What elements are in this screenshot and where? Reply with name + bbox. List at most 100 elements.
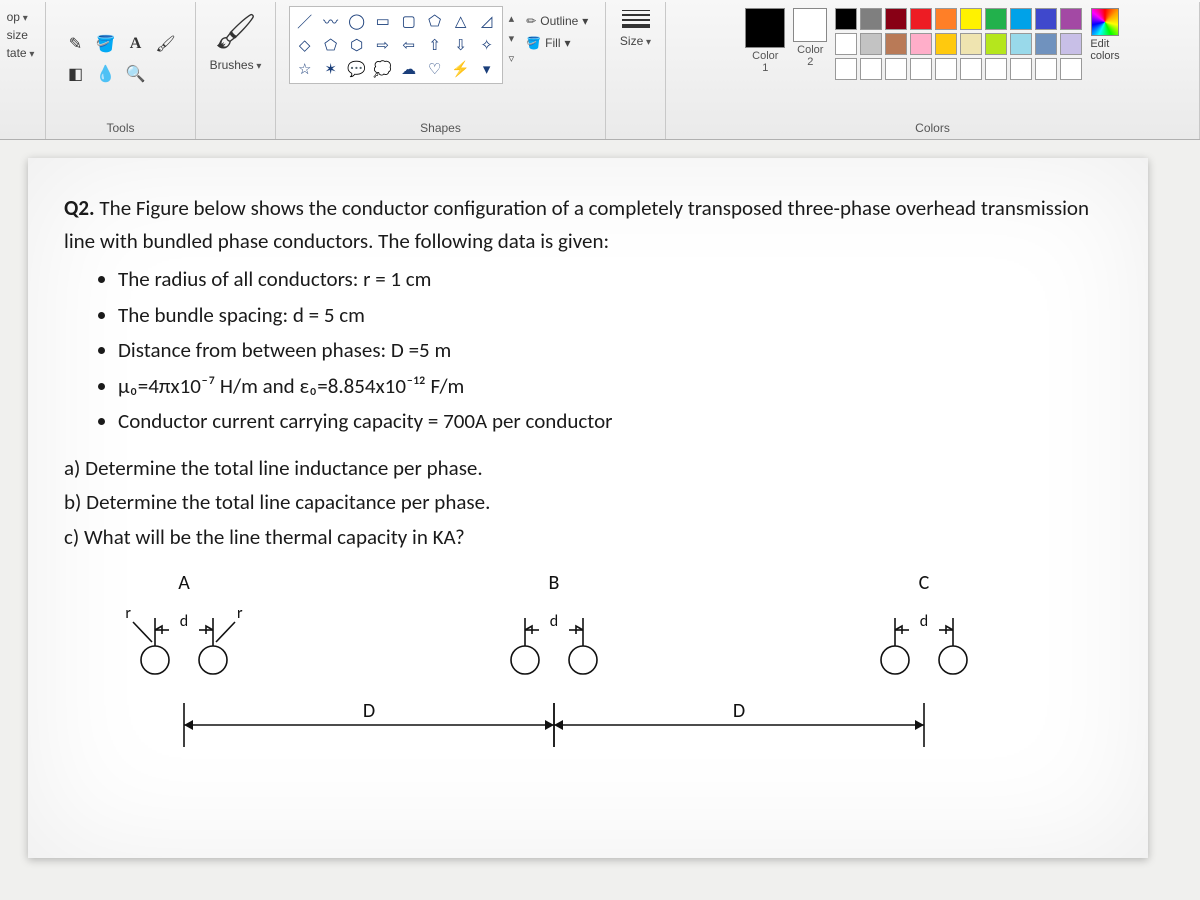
color-picker-tool[interactable]: 💧: [92, 60, 120, 88]
shapes-gallery[interactable]: ／ 〰 ◯ ▭ ▢ ⬠ △ ◿ ◇ ⬠ ⬡ ⇨ ⇦ ⇧ ⇩ ✧ ☆ ✶ 💬 💭: [289, 6, 503, 84]
document-page: Q2. The Figure below shows the conductor…: [28, 158, 1148, 858]
tools-group-label: Tools: [46, 121, 195, 135]
brushes-label[interactable]: Brushes: [210, 58, 262, 72]
shape-callout-cloud[interactable]: ☁: [397, 58, 421, 80]
question-text: The Figure below shows the conductor con…: [64, 195, 1089, 254]
palette-swatch-2[interactable]: [885, 8, 907, 30]
palette-swatch-3[interactable]: [910, 8, 932, 30]
crop-label[interactable]: op: [7, 10, 28, 24]
palette-swatch-18[interactable]: [1035, 33, 1057, 55]
color2-well[interactable]: Color 2: [793, 8, 827, 68]
part-c: c) What will be the line thermal capacit…: [64, 521, 1112, 554]
bullet-3: μ₀=4πx10⁻⁷ H/m and ε₀=8.854x10⁻¹² F/m: [118, 370, 1112, 403]
shape-curve[interactable]: 〰: [319, 10, 343, 32]
color2-swatch[interactable]: [793, 8, 827, 42]
palette-swatch-22[interactable]: [885, 58, 907, 80]
shape-polygon[interactable]: ⬠: [423, 10, 447, 32]
size-button[interactable]: [622, 10, 650, 28]
shape-arrow-left[interactable]: ⇦: [397, 34, 421, 56]
shape-oval[interactable]: ◯: [345, 10, 369, 32]
shape-5star[interactable]: ☆: [293, 58, 317, 80]
palette-swatch-0[interactable]: [835, 8, 857, 30]
palette-swatch-23[interactable]: [910, 58, 932, 80]
palette-swatch-6[interactable]: [985, 8, 1007, 30]
question-number: Q2.: [64, 195, 95, 221]
palette-swatch-19[interactable]: [1060, 33, 1082, 55]
palette-swatch-17[interactable]: [1010, 33, 1032, 55]
eraser-tool[interactable]: ◧: [62, 60, 90, 88]
shape-6star[interactable]: ✶: [319, 58, 343, 80]
svg-text:r: r: [237, 604, 243, 623]
colors-group: Color 1 Color 2 Edit colors Colors: [666, 2, 1200, 139]
color1-well[interactable]: Color 1: [745, 8, 785, 74]
palette-swatch-28[interactable]: [1035, 58, 1057, 80]
shape-outline-menu[interactable]: ✏Outline▾: [526, 14, 588, 28]
bullet-1: The bundle spacing: d = 5 cm: [118, 299, 1112, 332]
shape-hexagon[interactable]: ⬡: [345, 34, 369, 56]
shape-fill-menu[interactable]: 🪣Fill▾: [526, 36, 588, 50]
shape-heart[interactable]: ♡: [423, 58, 447, 80]
palette-swatch-20[interactable]: [835, 58, 857, 80]
palette-swatch-15[interactable]: [960, 33, 982, 55]
palette-swatch-25[interactable]: [960, 58, 982, 80]
canvas-area[interactable]: Q2. The Figure below shows the conductor…: [0, 140, 1200, 900]
svg-text:d: d: [920, 612, 928, 631]
shape-round-rect[interactable]: ▢: [397, 10, 421, 32]
palette-swatch-9[interactable]: [1060, 8, 1082, 30]
shape-callout-rect[interactable]: 💬: [345, 58, 369, 80]
palette-swatch-13[interactable]: [910, 33, 932, 55]
shapes-more[interactable]: ▾: [475, 58, 499, 80]
shape-rect[interactable]: ▭: [371, 10, 395, 32]
brushes-group: 🖌 Brushes: [196, 2, 276, 139]
pencil-tool[interactable]: ✎: [62, 30, 90, 58]
shape-callout-round[interactable]: 💭: [371, 58, 395, 80]
shape-arrow-right[interactable]: ⇨: [371, 34, 395, 56]
palette-swatch-7[interactable]: [1010, 8, 1032, 30]
color1-swatch[interactable]: [745, 8, 785, 48]
palette-swatch-11[interactable]: [860, 33, 882, 55]
svg-text:d: d: [550, 612, 558, 631]
resize-label[interactable]: size: [7, 28, 28, 42]
shapes-scroll-down[interactable]: ▾: [509, 28, 515, 48]
shapes-group: ／ 〰 ◯ ▭ ▢ ⬠ △ ◿ ◇ ⬠ ⬡ ⇨ ⇦ ⇧ ⇩ ✧ ☆ ✶ 💬 💭: [276, 2, 606, 139]
shape-arrow-down[interactable]: ⇩: [449, 34, 473, 56]
conductor-diagram: AdrrBdCd DD: [64, 565, 1112, 775]
shape-triangle[interactable]: △: [449, 10, 473, 32]
shape-4star[interactable]: ✧: [475, 34, 499, 56]
outline-icon: ✏: [526, 14, 536, 28]
palette-swatch-24[interactable]: [935, 58, 957, 80]
shapes-scroll-up[interactable]: ▴: [509, 8, 515, 28]
palette-swatch-16[interactable]: [985, 33, 1007, 55]
palette-swatch-1[interactable]: [860, 8, 882, 30]
palette-swatch-27[interactable]: [1010, 58, 1032, 80]
bullet-0: The radius of all conductors: r = 1 cm: [118, 263, 1112, 296]
magnifier-tool[interactable]: 🔍: [122, 60, 150, 88]
palette-swatch-26[interactable]: [985, 58, 1007, 80]
rotate-label[interactable]: tate: [7, 46, 35, 60]
shape-right-triangle[interactable]: ◿: [475, 10, 499, 32]
palette-swatch-21[interactable]: [860, 58, 882, 80]
palette-swatch-5[interactable]: [960, 8, 982, 30]
shape-lightning[interactable]: ⚡: [449, 58, 473, 80]
color-palette: [835, 8, 1082, 80]
edit-colors-icon: [1091, 8, 1119, 36]
edit-colors-button[interactable]: Edit colors: [1090, 8, 1119, 62]
shape-diamond[interactable]: ◇: [293, 34, 317, 56]
palette-swatch-10[interactable]: [835, 33, 857, 55]
shape-arrow-up[interactable]: ⇧: [423, 34, 447, 56]
size-label[interactable]: Size: [620, 34, 651, 48]
shape-pentagon[interactable]: ⬠: [319, 34, 343, 56]
brushes-button[interactable]: 🖌: [212, 8, 260, 56]
palette-swatch-12[interactable]: [885, 33, 907, 55]
svg-text:B: B: [549, 571, 560, 595]
palette-swatch-29[interactable]: [1060, 58, 1082, 80]
palette-swatch-4[interactable]: [935, 8, 957, 30]
text-tool[interactable]: A: [122, 30, 150, 58]
shape-line[interactable]: ／: [293, 10, 317, 32]
shapes-expand[interactable]: ▿: [509, 48, 515, 68]
palette-swatch-14[interactable]: [935, 33, 957, 55]
brush-preview-icon: 🖌: [152, 30, 180, 58]
image-group-partial: op size tate: [0, 2, 46, 139]
fill-tool[interactable]: 🪣: [92, 30, 120, 58]
palette-swatch-8[interactable]: [1035, 8, 1057, 30]
